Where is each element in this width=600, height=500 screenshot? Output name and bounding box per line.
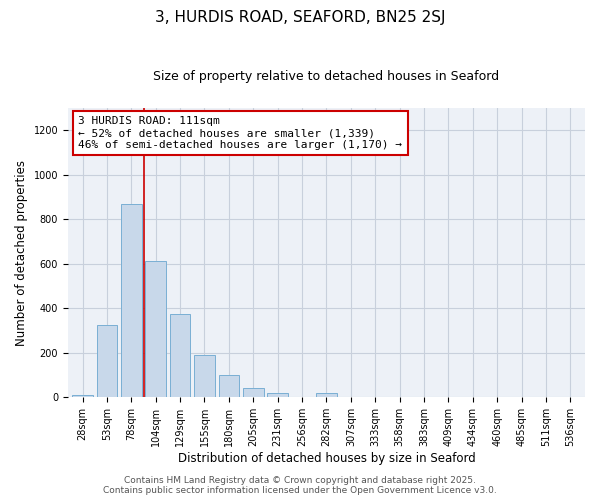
Text: 3, HURDIS ROAD, SEAFORD, BN25 2SJ: 3, HURDIS ROAD, SEAFORD, BN25 2SJ bbox=[155, 10, 445, 25]
Bar bbox=[218, 375, 239, 398]
Text: 3 HURDIS ROAD: 111sqm
← 52% of detached houses are smaller (1,339)
46% of semi-d: 3 HURDIS ROAD: 111sqm ← 52% of detached … bbox=[78, 116, 402, 150]
Bar bbox=[268, 393, 288, 398]
Bar bbox=[145, 262, 166, 398]
Bar bbox=[316, 394, 337, 398]
Text: Contains HM Land Registry data © Crown copyright and database right 2025.
Contai: Contains HM Land Registry data © Crown c… bbox=[103, 476, 497, 495]
Bar bbox=[170, 314, 190, 398]
Bar bbox=[243, 388, 263, 398]
X-axis label: Distribution of detached houses by size in Seaford: Distribution of detached houses by size … bbox=[178, 452, 475, 465]
Y-axis label: Number of detached properties: Number of detached properties bbox=[15, 160, 28, 346]
Bar bbox=[72, 395, 93, 398]
Bar bbox=[121, 204, 142, 398]
Title: Size of property relative to detached houses in Seaford: Size of property relative to detached ho… bbox=[154, 70, 500, 83]
Bar bbox=[97, 325, 117, 398]
Bar bbox=[194, 355, 215, 398]
